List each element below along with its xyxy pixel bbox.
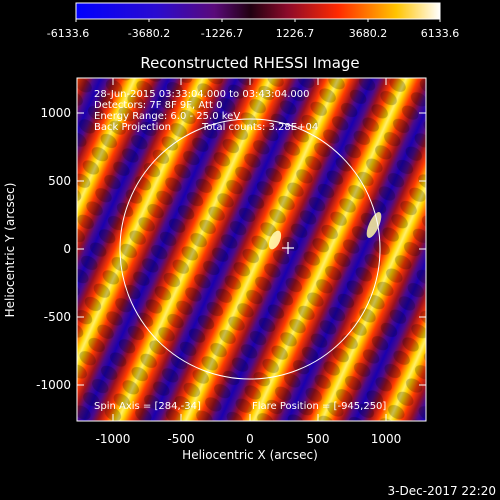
annotations: 28-Jun-2015 03:33:04.000 to 03:43:04.000… [94, 89, 386, 412]
x-tick-label: 1000 [371, 432, 402, 446]
footer-date: 3-Dec-2017 22:20 [388, 484, 496, 498]
y-axis-label: Heliocentric Y (arcsec) [3, 183, 17, 318]
annotation-detectors: Detectors: 7F 8F 9F, Att 0 [94, 100, 222, 111]
y-tick-label: 1000 [40, 106, 71, 120]
annotation-time: 28-Jun-2015 03:33:04.000 to 03:43:04.000 [94, 89, 310, 100]
annotation-method: Back Projection [94, 122, 171, 133]
annotation-counts: Total counts: 3.28E+04 [201, 122, 318, 133]
colorbar-tick: 6133.6 [421, 27, 460, 40]
annotation-spin-axis: Spin Axis = [284,-34] [94, 401, 201, 412]
annotation-flare-position: Flare Position = [-945,250] [252, 401, 386, 412]
x-tick-label: 500 [307, 432, 330, 446]
y-tick-label: -500 [44, 310, 71, 324]
plot-title: Reconstructed RHESSI Image [140, 54, 359, 72]
colorbar-tick: 3680.2 [349, 27, 388, 40]
colorbar-tick: -6133.6 [47, 27, 89, 40]
y-ticks [77, 112, 426, 386]
colorbar-tick: -1226.7 [201, 27, 243, 40]
y-tick-label: -1000 [36, 378, 71, 392]
reconstructed-image [77, 78, 426, 421]
x-axis-label: Heliocentric X (arcsec) [182, 448, 318, 462]
x-tick-label: -500 [167, 432, 194, 446]
y-tick-label: 0 [63, 242, 71, 256]
annotation-energy: Energy Range: 6.0 - 25.0 keV [94, 111, 240, 122]
colorbar: -6133.6 -3680.2 -1226.7 1226.7 3680.2 61… [47, 2, 460, 40]
y-tick-label: 500 [48, 174, 71, 188]
x-tick-label: -1000 [96, 432, 131, 446]
x-tick-label: 0 [246, 432, 254, 446]
colorbar-tick: 1226.7 [276, 27, 315, 40]
colorbar-tick: -3680.2 [128, 27, 170, 40]
x-ticks [112, 78, 387, 421]
position-cross [282, 242, 294, 254]
solar-limb-circle [119, 118, 381, 380]
